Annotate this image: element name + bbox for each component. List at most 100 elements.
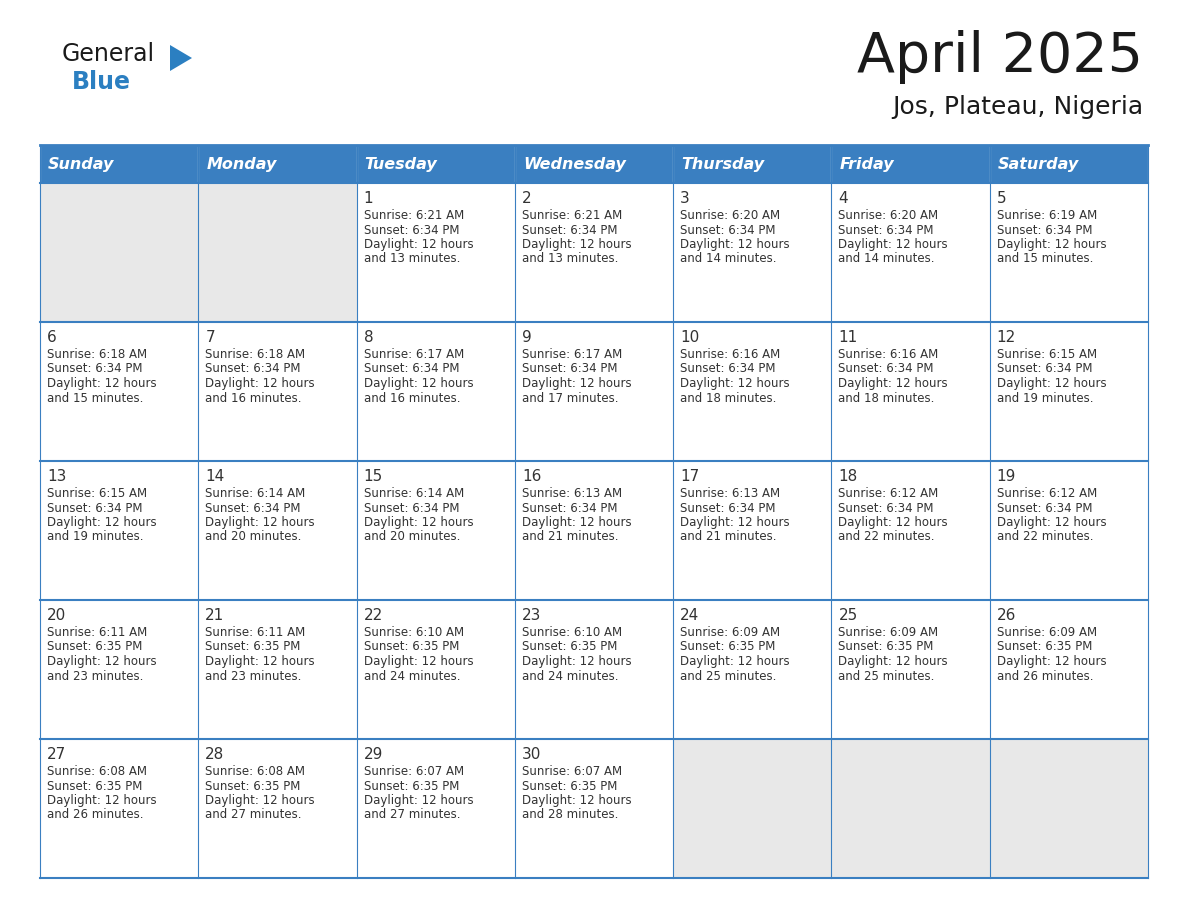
Text: Sunset: 6:34 PM: Sunset: 6:34 PM [522,501,618,514]
Text: and 19 minutes.: and 19 minutes. [48,531,144,543]
Polygon shape [170,45,192,71]
Text: Sunrise: 6:21 AM: Sunrise: 6:21 AM [364,209,463,222]
Text: and 20 minutes.: and 20 minutes. [364,531,460,543]
Text: Sunrise: 6:19 AM: Sunrise: 6:19 AM [997,209,1097,222]
Text: 26: 26 [997,608,1016,623]
Text: and 13 minutes.: and 13 minutes. [522,252,618,265]
Text: Sunrise: 6:07 AM: Sunrise: 6:07 AM [364,765,463,778]
Text: Sunset: 6:34 PM: Sunset: 6:34 PM [522,223,618,237]
Text: Daylight: 12 hours: Daylight: 12 hours [48,377,157,390]
Text: Daylight: 12 hours: Daylight: 12 hours [681,377,790,390]
Text: Daylight: 12 hours: Daylight: 12 hours [364,238,473,251]
Text: Sunset: 6:35 PM: Sunset: 6:35 PM [48,641,143,654]
Text: and 21 minutes.: and 21 minutes. [681,531,777,543]
Bar [356,322,514,461]
Text: and 20 minutes.: and 20 minutes. [206,531,302,543]
Text: 29: 29 [364,747,383,762]
Bar [674,739,832,878]
Text: Sunrise: 6:14 AM: Sunrise: 6:14 AM [364,487,463,500]
Text: Sunrise: 6:10 AM: Sunrise: 6:10 AM [522,626,623,639]
Text: Sunrise: 6:18 AM: Sunrise: 6:18 AM [48,348,147,361]
Bar [990,600,1148,739]
Text: Sunrise: 6:12 AM: Sunrise: 6:12 AM [997,487,1097,500]
Text: Sunrise: 6:09 AM: Sunrise: 6:09 AM [839,626,939,639]
Text: and 16 minutes.: and 16 minutes. [206,391,302,405]
Text: Sunrise: 6:17 AM: Sunrise: 6:17 AM [364,348,463,361]
Text: 7: 7 [206,330,215,345]
Text: Sunrise: 6:17 AM: Sunrise: 6:17 AM [522,348,623,361]
Text: Daylight: 12 hours: Daylight: 12 hours [839,516,948,529]
Text: Sunrise: 6:07 AM: Sunrise: 6:07 AM [522,765,623,778]
Text: Sunrise: 6:09 AM: Sunrise: 6:09 AM [681,626,781,639]
Text: 10: 10 [681,330,700,345]
Text: Daylight: 12 hours: Daylight: 12 hours [522,655,632,668]
Text: Saturday: Saturday [998,156,1079,172]
Text: Friday: Friday [840,156,895,172]
Text: and 16 minutes.: and 16 minutes. [364,391,460,405]
Text: and 13 minutes.: and 13 minutes. [364,252,460,265]
Text: Sunrise: 6:16 AM: Sunrise: 6:16 AM [839,348,939,361]
Text: and 24 minutes.: and 24 minutes. [364,669,460,682]
Text: 8: 8 [364,330,373,345]
Text: Daylight: 12 hours: Daylight: 12 hours [48,516,157,529]
Text: Blue: Blue [72,70,131,94]
Text: Sunset: 6:34 PM: Sunset: 6:34 PM [839,223,934,237]
Text: and 19 minutes.: and 19 minutes. [997,391,1093,405]
Text: 28: 28 [206,747,225,762]
Text: 20: 20 [48,608,67,623]
Text: Daylight: 12 hours: Daylight: 12 hours [48,655,157,668]
Bar [990,145,1148,183]
Bar [198,600,356,739]
Text: 11: 11 [839,330,858,345]
Text: Daylight: 12 hours: Daylight: 12 hours [997,655,1106,668]
Bar [990,322,1148,461]
Bar [40,145,198,183]
Text: Sunrise: 6:11 AM: Sunrise: 6:11 AM [48,626,147,639]
Text: Daylight: 12 hours: Daylight: 12 hours [681,238,790,251]
Text: Sunrise: 6:12 AM: Sunrise: 6:12 AM [839,487,939,500]
Text: Sunrise: 6:18 AM: Sunrise: 6:18 AM [206,348,305,361]
Text: Sunrise: 6:15 AM: Sunrise: 6:15 AM [48,487,147,500]
Text: and 24 minutes.: and 24 minutes. [522,669,619,682]
Text: and 21 minutes.: and 21 minutes. [522,531,619,543]
Bar [990,739,1148,878]
Text: Daylight: 12 hours: Daylight: 12 hours [522,516,632,529]
Text: Daylight: 12 hours: Daylight: 12 hours [997,377,1106,390]
Text: and 23 minutes.: and 23 minutes. [206,669,302,682]
Text: 12: 12 [997,330,1016,345]
Text: 17: 17 [681,469,700,484]
Text: Sunset: 6:34 PM: Sunset: 6:34 PM [681,363,776,375]
Text: Sunset: 6:35 PM: Sunset: 6:35 PM [48,779,143,792]
Text: Daylight: 12 hours: Daylight: 12 hours [206,377,315,390]
Text: Daylight: 12 hours: Daylight: 12 hours [206,516,315,529]
Bar [40,183,198,322]
Text: and 25 minutes.: and 25 minutes. [839,669,935,682]
Text: Daylight: 12 hours: Daylight: 12 hours [364,377,473,390]
Text: Wednesday: Wednesday [523,156,626,172]
Bar [990,183,1148,322]
Text: and 26 minutes.: and 26 minutes. [997,669,1093,682]
Text: Sunrise: 6:16 AM: Sunrise: 6:16 AM [681,348,781,361]
Text: 15: 15 [364,469,383,484]
Text: Sunset: 6:34 PM: Sunset: 6:34 PM [206,363,301,375]
Text: Daylight: 12 hours: Daylight: 12 hours [681,516,790,529]
Bar [832,600,990,739]
Bar [832,739,990,878]
Text: Sunset: 6:34 PM: Sunset: 6:34 PM [206,501,301,514]
Text: Daylight: 12 hours: Daylight: 12 hours [364,794,473,807]
Text: Jos, Plateau, Nigeria: Jos, Plateau, Nigeria [892,95,1143,119]
Text: Sunset: 6:35 PM: Sunset: 6:35 PM [997,641,1092,654]
Text: Sunrise: 6:08 AM: Sunrise: 6:08 AM [48,765,147,778]
Text: Sunset: 6:34 PM: Sunset: 6:34 PM [839,363,934,375]
Bar [356,183,514,322]
Text: 19: 19 [997,469,1016,484]
Bar [832,183,990,322]
Text: Sunset: 6:35 PM: Sunset: 6:35 PM [522,779,618,792]
Text: and 14 minutes.: and 14 minutes. [839,252,935,265]
Text: 23: 23 [522,608,542,623]
Text: Daylight: 12 hours: Daylight: 12 hours [522,377,632,390]
Bar [356,145,514,183]
Text: 21: 21 [206,608,225,623]
Bar [514,461,674,600]
Bar [198,322,356,461]
